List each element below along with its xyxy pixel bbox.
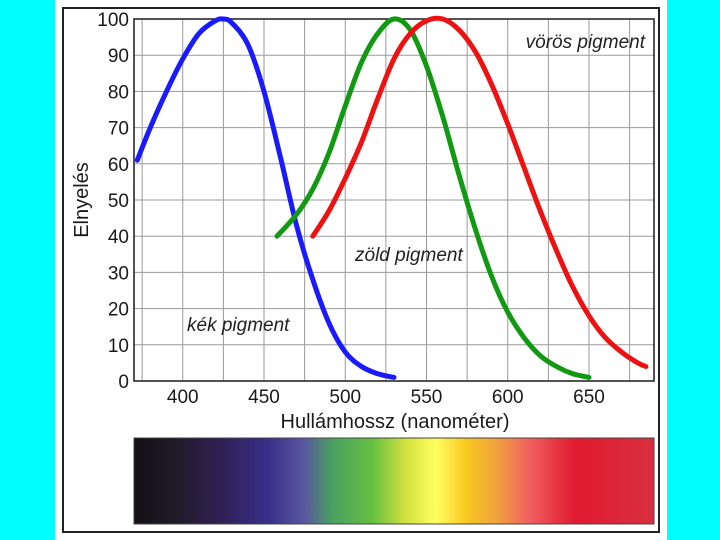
y-tick-label: 80 [108, 82, 129, 103]
y-tick-labels: 0 10 20 30 40 50 60 70 80 90 100 [97, 10, 129, 393]
x-tick-label: 400 [167, 387, 199, 408]
y-tick-label: 50 [108, 191, 129, 212]
x-tick-label: 650 [573, 387, 605, 408]
absorption-chart: 0 10 20 30 40 50 60 70 80 90 100 400 450 500 550 600 65… [62, 7, 660, 533]
y-tick-label: 40 [108, 227, 129, 248]
annotation-green-pigment: zöld pigment [354, 245, 463, 266]
annotation-red-pigment: vörös pigment [526, 32, 646, 53]
series-line-zold-pigment [274, 16, 592, 380]
x-tick-label: 600 [492, 387, 524, 408]
y-tick-label: 0 [118, 372, 129, 393]
x-tick-label: 550 [411, 387, 443, 408]
series-line-kek-pigment [134, 16, 397, 380]
series-layer [134, 15, 649, 380]
x-tick-label: 450 [248, 387, 280, 408]
color-spectrum-bar [133, 437, 655, 525]
series-line-voros-pigment [310, 15, 649, 369]
y-tick-label: 70 [108, 119, 129, 140]
y-tick-label: 90 [108, 46, 129, 67]
y-tick-label: 100 [97, 10, 129, 31]
y-tick-label: 10 [108, 336, 129, 357]
y-axis-title: Elnyelés [71, 162, 93, 238]
x-tick-labels: 400 450 500 550 600 650 [167, 387, 605, 408]
annotation-blue-pigment: kék pigment [187, 315, 290, 336]
x-tick-label: 500 [329, 387, 361, 408]
x-axis-title: Hullámhossz (nanométer) [281, 411, 510, 433]
chart-panel: 0 10 20 30 40 50 60 70 80 90 100 400 450 500 550 600 65… [55, 0, 667, 540]
y-tick-label: 60 [108, 155, 129, 176]
y-tick-label: 30 [108, 263, 129, 284]
y-tick-label: 20 [108, 300, 129, 321]
